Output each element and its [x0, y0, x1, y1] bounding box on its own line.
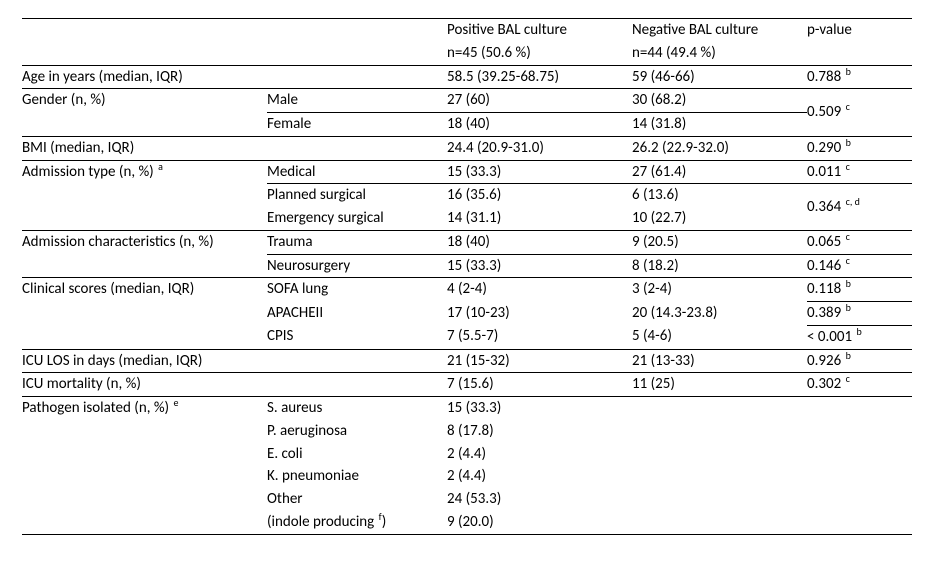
path-lab-2: E. coli: [267, 443, 447, 466]
row-gender-male: Gender (n, %) Male 27 (60) 30 (68.2) 0.5…: [22, 89, 912, 113]
scores-sofa-lab: SOFA lung: [267, 278, 447, 302]
col-p-header: p-value: [807, 19, 912, 42]
row-age: Age in years (median, IQR) 58.5 (39.25-6…: [22, 65, 912, 89]
admchar-neuro-neg: 8 (18.2): [632, 254, 807, 278]
adm-med-neg: 27 (61.4): [632, 160, 807, 184]
path-pos-0: 15 (33.3): [447, 397, 632, 420]
row-path-0: Pathogen isolated (n, %) e S. aureus 15 …: [22, 397, 912, 420]
path-pos-2: 2 (4.4): [447, 443, 632, 466]
adm-med-pos: 15 (33.3): [447, 160, 632, 184]
admchar-trauma-lab: Trauma: [267, 230, 447, 254]
row-scores-sofa: Clinical scores (median, IQR) SOFA lung …: [22, 278, 912, 302]
row-mortality: ICU mortality (n, %) 7 (15.6) 11 (25) 0.…: [22, 373, 912, 397]
row-bmi: BMI (median, IQR) 24.4 (20.9-31.0) 26.2 …: [22, 136, 912, 160]
age-neg: 59 (46-66): [632, 65, 807, 89]
bmi-p: 0.290 b: [807, 136, 912, 160]
adm-plan-pos: 16 (35.6): [447, 184, 632, 207]
scores-sofa-p: 0.118 b: [807, 278, 912, 302]
adm-plan-neg: 6 (13.6): [632, 184, 807, 207]
mort-label: ICU mortality (n, %): [22, 373, 267, 397]
path-pos-3: 2 (4.4): [447, 465, 632, 488]
path-pos-4: 24 (53.3): [447, 488, 632, 511]
row-los: ICU LOS in days (median, IQR) 21 (15-32)…: [22, 349, 912, 373]
scores-label: Clinical scores (median, IQR): [22, 278, 267, 349]
los-p: 0.926 b: [807, 349, 912, 373]
scores-apache-neg: 20 (14.3-23.8): [632, 302, 807, 326]
clinical-table: Positive BAL culture Negative BAL cultur…: [22, 18, 912, 535]
gender-p: 0.509 c: [807, 89, 912, 137]
admchar-trauma-neg: 9 (20.5): [632, 230, 807, 254]
scores-sofa-neg: 3 (2-4): [632, 278, 807, 302]
age-pos: 58.5 (39.25-68.75): [447, 65, 632, 89]
gender-male-pos: 27 (60): [447, 89, 632, 113]
mort-pos: 7 (15.6): [447, 373, 632, 397]
col-pos-header-b: n=45 (50.6 %): [447, 42, 632, 65]
gender-female-neg: 14 (31.8): [632, 113, 807, 137]
gender-male-neg: 30 (68.2): [632, 89, 807, 113]
header-row-1: Positive BAL culture Negative BAL cultur…: [22, 19, 912, 42]
path-lab-3: K. pneumoniae: [267, 465, 447, 488]
adm-p2: 0.364 c, d: [807, 184, 912, 231]
path-pos-1: 8 (17.8): [447, 420, 632, 443]
scores-apache-pos: 17 (10-23): [447, 302, 632, 326]
path-indole-pos: 9 (20.0): [447, 511, 632, 534]
age-p: 0.788 b: [807, 65, 912, 89]
gender-label: Gender (n, %): [22, 89, 267, 137]
age-label: Age in years (median, IQR): [22, 65, 267, 89]
admchar-label: Admission characteristics (n, %): [22, 230, 267, 278]
path-lab-1: P. aeruginosa: [267, 420, 447, 443]
path-lab-4: Other: [267, 488, 447, 511]
col-neg-header-a: Negative BAL culture: [632, 19, 807, 42]
los-label: ICU LOS in days (median, IQR): [22, 349, 267, 373]
col-neg-header-b: n=44 (49.4 %): [632, 42, 807, 65]
adm-plan-lab: Planned surgical: [267, 184, 447, 207]
bmi-label: BMI (median, IQR): [22, 136, 267, 160]
path-lab-0: S. aureus: [267, 397, 447, 420]
los-neg: 21 (13-33): [632, 349, 807, 373]
row-admchar-trauma: Admission characteristics (n, %) Trauma …: [22, 230, 912, 254]
gender-female-lab: Female: [267, 113, 447, 137]
path-label: Pathogen isolated (n, %) e: [22, 397, 267, 535]
scores-cpis-neg: 5 (4-6): [632, 325, 807, 349]
scores-apache-lab: APACHEII: [267, 302, 447, 326]
scores-apache-p: 0.389 b: [807, 302, 912, 326]
adm-med-p: 0.011 c: [807, 160, 912, 184]
scores-sofa-pos: 4 (2-4): [447, 278, 632, 302]
header-row-2: n=45 (50.6 %) n=44 (49.4 %): [22, 42, 912, 65]
admchar-neuro-p: 0.146 c: [807, 254, 912, 278]
admchar-trauma-p: 0.065 c: [807, 230, 912, 254]
adm-emerg-pos: 14 (31.1): [447, 207, 632, 230]
admchar-neuro-lab: Neurosurgery: [267, 254, 447, 278]
los-pos: 21 (15-32): [447, 349, 632, 373]
scores-cpis-p: < 0.001 b: [807, 325, 912, 349]
bmi-neg: 26.2 (22.9-32.0): [632, 136, 807, 160]
adm-emerg-lab: Emergency surgical: [267, 207, 447, 230]
bmi-pos: 24.4 (20.9-31.0): [447, 136, 632, 160]
adm-med-lab: Medical: [267, 160, 447, 184]
mort-p: 0.302 c: [807, 373, 912, 397]
path-indole-lab: (indole producing f): [267, 511, 447, 534]
scores-cpis-pos: 7 (5.5-7): [447, 325, 632, 349]
gender-female-pos: 18 (40): [447, 113, 632, 137]
scores-cpis-lab: CPIS: [267, 325, 447, 349]
adm-emerg-neg: 10 (22.7): [632, 207, 807, 230]
col-pos-header-a: Positive BAL culture: [447, 19, 632, 42]
table-container: Positive BAL culture Negative BAL cultur…: [0, 0, 934, 578]
admchar-trauma-pos: 18 (40): [447, 230, 632, 254]
gender-male-lab: Male: [267, 89, 447, 113]
row-adm-medical: Admission type (n, %) a Medical 15 (33.3…: [22, 160, 912, 184]
adm-label: Admission type (n, %) a: [22, 160, 267, 230]
admchar-neuro-pos: 15 (33.3): [447, 254, 632, 278]
mort-neg: 11 (25): [632, 373, 807, 397]
